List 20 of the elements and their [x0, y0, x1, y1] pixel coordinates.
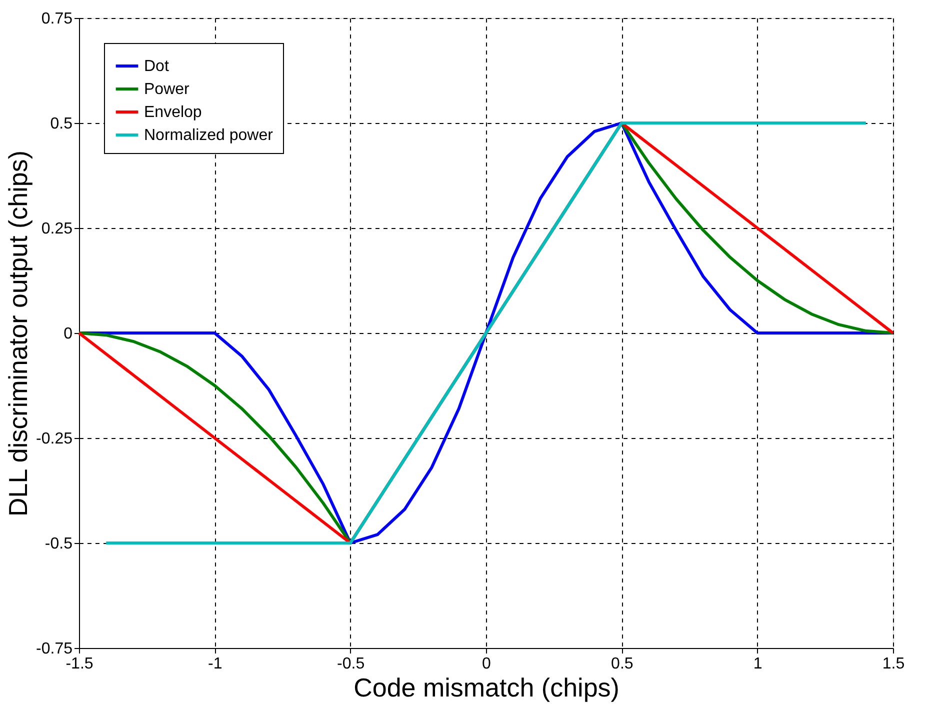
x-tick-label: -0.5 [337, 656, 365, 672]
x-axis-title: Code mismatch (chips) [354, 672, 620, 702]
y-tick-label: -0.25 [36, 430, 73, 448]
y-tick-label: 0.75 [41, 10, 73, 28]
x-tick-label: 1 [753, 656, 762, 672]
y-axis-title: DLL discriminator output (chips) [3, 150, 34, 517]
y-tick-label: -0.5 [44, 536, 73, 552]
x-tick-label: 0 [482, 656, 492, 672]
legend-label: Envelop [144, 104, 202, 121]
legend-label: Dot [144, 58, 170, 75]
x-tick-label: 1.5 [882, 656, 905, 672]
y-tick-label: 0.5 [50, 116, 73, 132]
legend-label: Power [144, 81, 190, 98]
x-tick-label: -1.5 [66, 656, 94, 672]
y-tick-label: 0.25 [41, 220, 73, 238]
x-tick-label: 0.5 [611, 656, 634, 672]
y-tick-label: 0 [64, 326, 73, 342]
x-tick-label: -1 [208, 656, 222, 672]
legend-label: Normalized power [144, 127, 274, 144]
y-tick-label: -0.75 [36, 640, 73, 658]
